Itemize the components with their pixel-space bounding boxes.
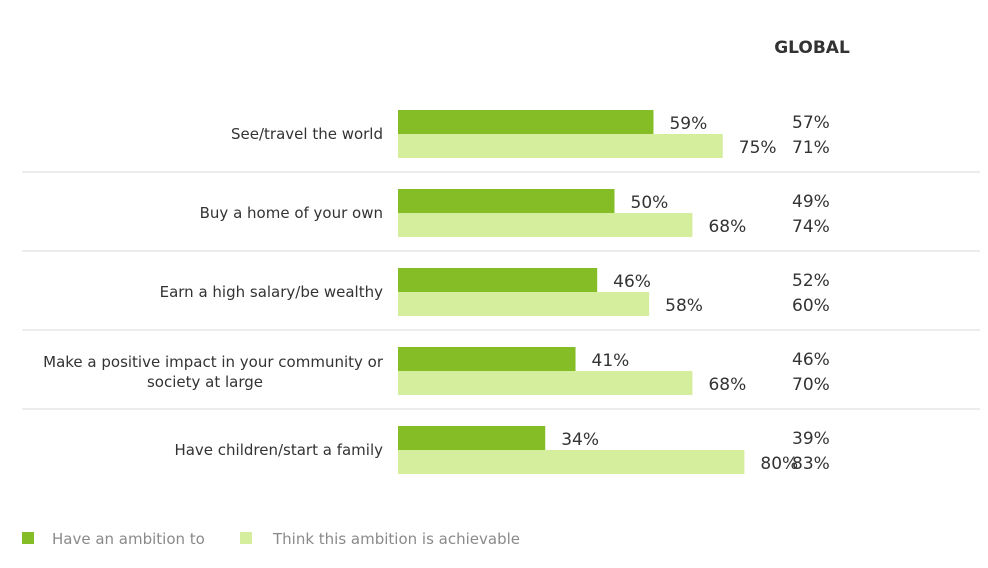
row-positive-impact: Make a positive impact in your community…: [22, 347, 980, 410]
row-see-travel: See/travel the world 59% 75% 57% 71%: [22, 110, 980, 173]
data-label-ambition: 50%: [631, 193, 669, 213]
legend-swatch-ambition: [22, 532, 34, 544]
data-label-achievable: 58%: [665, 296, 703, 316]
category-label: Buy a home of your own: [200, 204, 383, 222]
data-label-ambition: 34%: [561, 430, 599, 450]
bar-ambition: [398, 347, 576, 371]
bar-achievable: [398, 134, 723, 158]
legend: Have an ambition to Think this ambition …: [22, 530, 520, 548]
bar-ambition: [398, 426, 546, 450]
row-children-family: Have children/start a family 34% 80% 39% 83%: [174, 426, 830, 474]
chart-rows: See/travel the world 59% 75% 57% 71% Buy a ho…: [22, 110, 980, 474]
category-label: Earn a high salary/be wealthy: [160, 283, 384, 301]
global-value-achievable: 70%: [792, 375, 830, 395]
legend-label-achievable: Think this ambition is achievable: [272, 530, 520, 548]
bar-achievable: [398, 292, 650, 316]
global-value-ambition: 57%: [792, 113, 830, 133]
bar-ambition: [398, 189, 615, 213]
global-value-ambition: 39%: [792, 429, 830, 449]
bar-ambition: [398, 268, 598, 292]
legend-label-ambition: Have an ambition to: [52, 530, 205, 548]
category-label: Have children/start a family: [174, 441, 383, 459]
legend-swatch-achievable: [240, 532, 252, 544]
data-label-achievable: 75%: [739, 138, 777, 158]
global-value-achievable: 60%: [792, 296, 830, 316]
bar-ambition: [398, 110, 654, 134]
category-label: See/travel the world: [231, 125, 383, 143]
bar-achievable: [398, 450, 745, 474]
data-label-achievable: 80%: [760, 454, 798, 474]
data-label-ambition: 46%: [613, 272, 651, 292]
global-value-ambition: 52%: [792, 271, 830, 291]
category-label: Make a positive impact in your community…: [43, 353, 384, 391]
global-value-achievable: 71%: [792, 138, 830, 158]
data-label-ambition: 41%: [592, 351, 630, 371]
global-value-achievable: 83%: [792, 454, 830, 474]
global-value-ambition: 49%: [792, 192, 830, 212]
data-label-achievable: 68%: [708, 217, 746, 237]
data-label-ambition: 59%: [669, 114, 707, 134]
bar-achievable: [398, 371, 693, 395]
data-label-achievable: 68%: [708, 375, 746, 395]
row-buy-home: Buy a home of your own 50% 68% 49% 74%: [22, 189, 980, 252]
bar-achievable: [398, 213, 693, 237]
row-high-salary: Earn a high salary/be wealthy 46% 58% 52% 60…: [22, 268, 980, 331]
global-value-ambition: 46%: [792, 350, 830, 370]
global-column-title: GLOBAL: [774, 38, 850, 58]
global-value-achievable: 74%: [792, 217, 830, 237]
